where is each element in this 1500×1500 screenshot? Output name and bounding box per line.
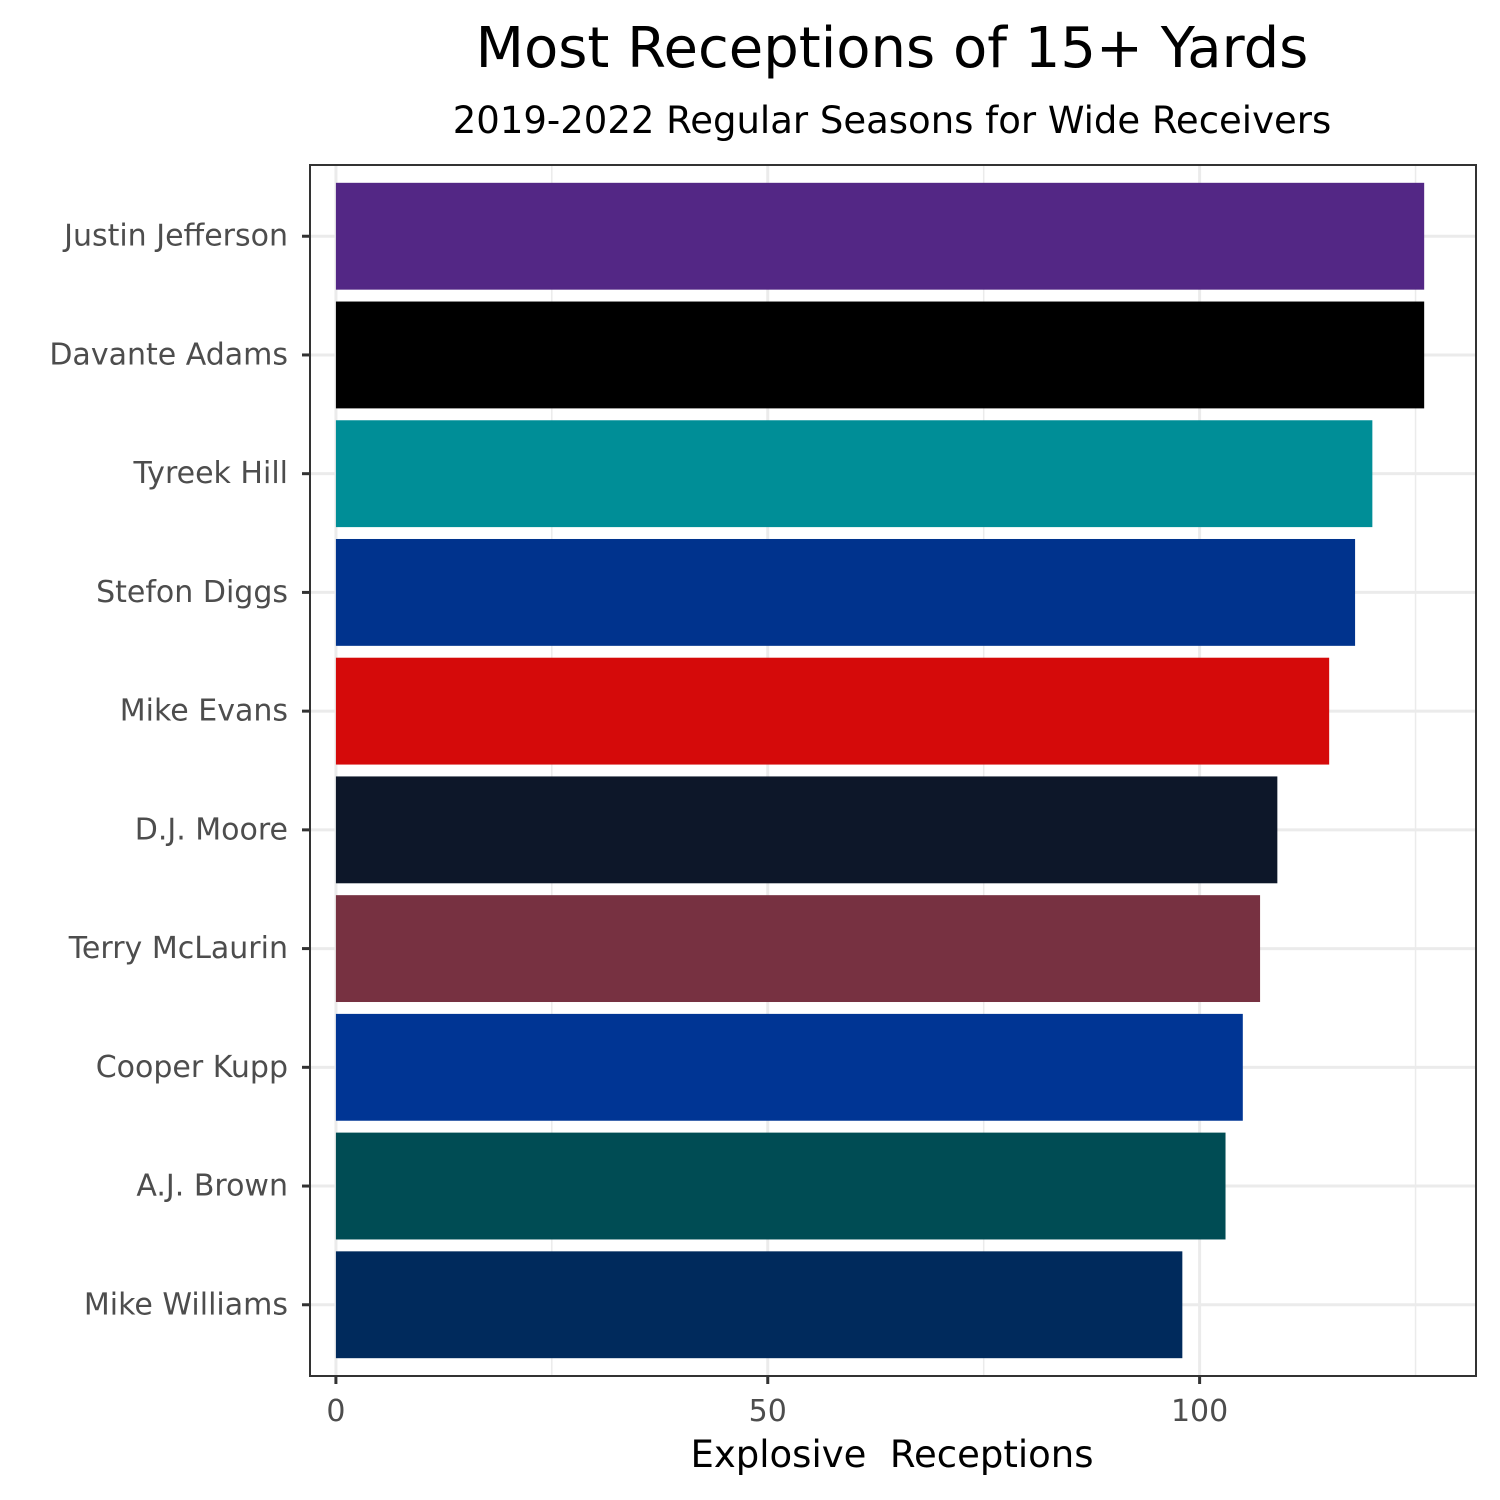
bar-d-j-moore bbox=[335, 776, 1278, 884]
x-tick-label: 100 bbox=[1171, 1394, 1228, 1429]
bar-stefon-diggs bbox=[335, 538, 1356, 646]
x-tick-label: 0 bbox=[326, 1394, 345, 1429]
y-tick-label: A.J. Brown bbox=[136, 1169, 288, 1204]
bar-terry-mclaurin bbox=[335, 895, 1261, 1003]
y-tick-label: Justin Jefferson bbox=[62, 219, 288, 254]
y-tick-label: Stefon Diggs bbox=[96, 575, 288, 610]
chart-title: Most Receptions of 15+ Yards bbox=[476, 16, 1309, 81]
y-tick-label: Terry McLaurin bbox=[68, 931, 288, 966]
bar-davante-adams bbox=[335, 301, 1425, 409]
y-tick-label: Cooper Kupp bbox=[96, 1050, 288, 1085]
chart-subtitle: 2019-2022 Regular Seasons for Wide Recei… bbox=[453, 99, 1331, 142]
x-tick-label: 50 bbox=[749, 1394, 787, 1429]
y-tick-label: D.J. Moore bbox=[135, 812, 288, 847]
y-tick-label: Tyreek Hill bbox=[133, 456, 288, 491]
bars bbox=[335, 182, 1425, 1359]
y-tick-label: Mike Williams bbox=[84, 1287, 288, 1322]
y-tick-label: Davante Adams bbox=[49, 337, 288, 372]
bar-tyreek-hill bbox=[335, 420, 1373, 528]
bar-cooper-kupp bbox=[335, 1013, 1243, 1121]
plot-panel-border bbox=[309, 164, 1477, 1377]
y-axis: Justin Jefferson Davante Adams Tyreek Hill… bbox=[49, 219, 310, 1322]
bar-a-j-brown bbox=[335, 1132, 1226, 1240]
y-tick-label: Mike Evans bbox=[120, 694, 288, 729]
x-axis-label: Explosive Receptions bbox=[691, 1433, 1094, 1476]
bar-mike-evans bbox=[335, 657, 1330, 765]
x-axis: 0 50 100 bbox=[326, 1376, 1228, 1429]
bar-mike-williams bbox=[335, 1251, 1183, 1359]
bar-justin-jefferson bbox=[335, 182, 1425, 290]
